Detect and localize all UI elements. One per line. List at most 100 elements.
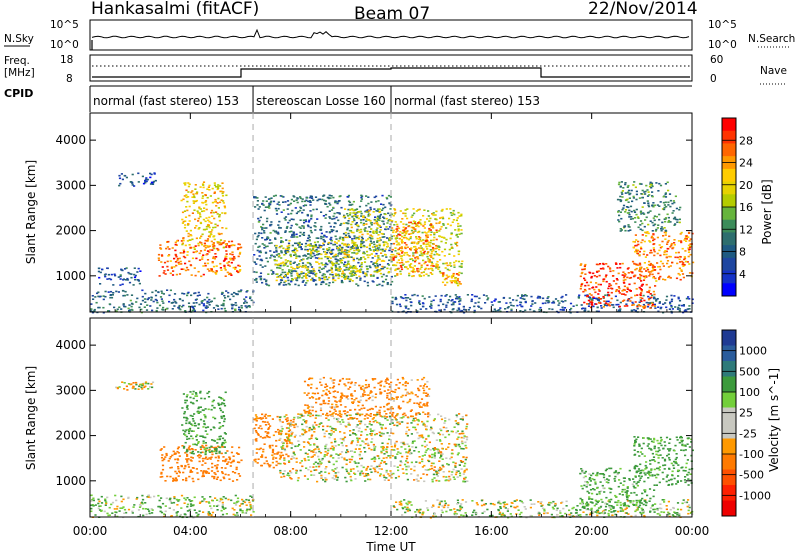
heat-cell	[256, 258, 259, 260]
heat-cell	[184, 216, 188, 218]
heat-cell	[203, 448, 206, 451]
heat-cell	[104, 295, 107, 298]
heat-cell	[352, 259, 355, 262]
heat-cell	[203, 423, 206, 426]
heat-cell	[336, 255, 339, 257]
heat-cell	[190, 423, 193, 425]
heat-cell	[237, 271, 240, 274]
heat-cell	[322, 242, 325, 245]
heat-cell	[245, 498, 248, 501]
heat-cell	[384, 228, 387, 230]
heat-cell	[615, 278, 618, 280]
heat-cell	[187, 182, 190, 184]
heat-cell	[445, 208, 448, 210]
heat-cell	[362, 256, 365, 258]
heat-cell	[412, 252, 415, 254]
heat-cell	[455, 280, 458, 283]
heat-cell	[278, 275, 282, 277]
heat-cell	[359, 210, 362, 213]
heat-cell	[622, 276, 626, 279]
heat-cell	[274, 431, 277, 433]
heat-cell	[294, 283, 297, 286]
heat-cell	[202, 440, 205, 442]
heat-cell	[266, 217, 269, 220]
date-title: 22/Nov/2014	[588, 0, 698, 19]
heat-cell	[186, 294, 189, 297]
heat-cell	[377, 224, 380, 226]
heat-cell	[439, 228, 442, 230]
heat-cell	[337, 457, 340, 459]
noise-right-label: N.Search	[748, 33, 795, 45]
heat-cell	[178, 471, 181, 474]
heat-cell	[200, 470, 203, 472]
heat-cell	[216, 188, 219, 191]
heat-cell	[113, 508, 116, 510]
heat-cell	[396, 424, 399, 427]
heat-cell	[325, 203, 328, 205]
heat-cell	[175, 264, 178, 267]
heat-cell	[198, 502, 202, 504]
heat-cell	[278, 254, 281, 257]
heat-cell	[90, 500, 93, 502]
heat-cell	[408, 255, 411, 257]
heat-cell	[682, 304, 685, 306]
heat-cell	[400, 240, 403, 243]
heat-cell	[116, 508, 119, 510]
heat-cell	[188, 448, 191, 451]
heat-cell	[210, 222, 213, 224]
heat-cell	[393, 209, 397, 211]
heat-cell	[341, 251, 344, 254]
heat-cell	[383, 236, 386, 238]
heat-cell	[231, 446, 234, 448]
heat-cell	[263, 247, 266, 249]
heat-cell	[359, 444, 362, 447]
heat-cell	[365, 250, 369, 253]
heat-cell	[240, 246, 243, 249]
heat-cell	[301, 264, 305, 267]
heat-cell	[407, 225, 410, 228]
heat-cell	[340, 206, 343, 209]
heat-cell	[509, 301, 512, 304]
heat-cell	[436, 266, 439, 268]
heat-cell	[639, 288, 642, 290]
heat-cell	[622, 187, 625, 189]
heat-cell	[386, 283, 389, 286]
heat-cell	[661, 221, 664, 224]
heat-cell	[187, 432, 191, 435]
heat-cell	[249, 506, 253, 509]
heat-cell	[94, 514, 97, 516]
heat-cell	[393, 235, 396, 237]
heat-cell	[174, 243, 177, 246]
heat-cell	[201, 435, 204, 437]
heat-cell	[663, 208, 666, 211]
heat-cell	[478, 297, 481, 300]
heat-cell	[406, 254, 409, 256]
heat-cell	[215, 273, 218, 275]
heat-cell	[151, 183, 155, 185]
heat-cell	[275, 247, 278, 249]
heat-cell	[378, 224, 381, 227]
heat-cell	[239, 269, 242, 271]
heat-cell	[401, 235, 404, 238]
heat-cell	[418, 303, 422, 305]
heat-cell	[278, 226, 281, 229]
heat-cell	[128, 272, 131, 275]
heat-cell	[168, 498, 171, 501]
heat-cell	[169, 289, 172, 292]
heat-cell	[349, 461, 352, 463]
heat-cell	[415, 236, 418, 238]
heat-cell	[283, 217, 286, 220]
heat-cell	[380, 232, 383, 235]
heat-cell	[400, 249, 403, 252]
heat-cell	[280, 273, 283, 276]
heat-cell	[106, 278, 109, 280]
heat-cell	[175, 472, 178, 475]
heat-cell	[187, 269, 190, 271]
heat-cell	[213, 257, 216, 260]
heat-cell	[258, 255, 261, 257]
heat-cell	[330, 229, 333, 231]
heat-cell	[142, 514, 145, 517]
heat-cell	[653, 305, 657, 307]
heat-cell	[226, 450, 229, 452]
heat-cell	[300, 271, 303, 273]
